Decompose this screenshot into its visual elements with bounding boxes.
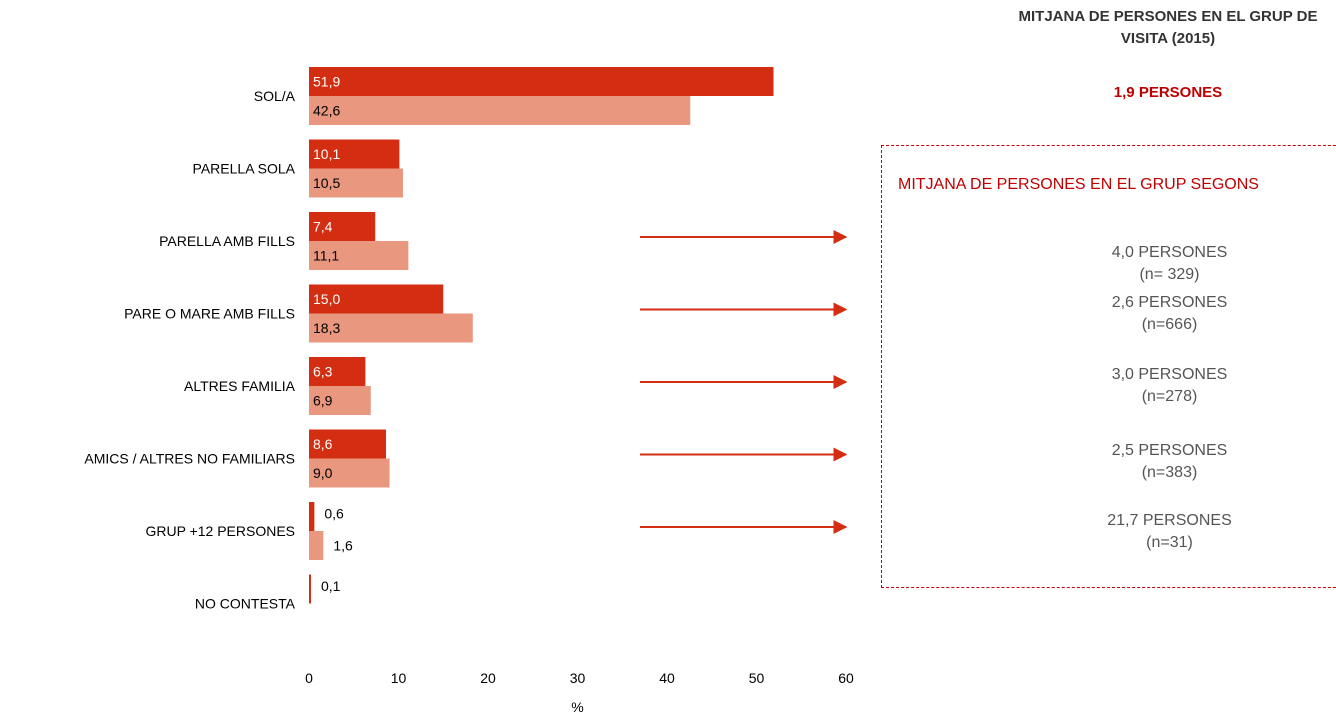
- category-label: PARELLA SOLA: [193, 161, 296, 177]
- data-label: 42,6: [313, 103, 340, 119]
- bar: [309, 531, 324, 560]
- category-label: PARELLA AMB FILLS: [159, 233, 295, 249]
- data-label: 10,1: [313, 146, 340, 162]
- category-label: SOL/A: [254, 88, 296, 104]
- category-label: NO CONTESTA: [195, 596, 296, 612]
- bar: [309, 67, 774, 96]
- group-average-box: MITJANA DE PERSONES EN EL GRUP SEGONS 4,…: [881, 145, 1336, 588]
- bar: [309, 284, 444, 314]
- data-label: 7,4: [313, 219, 333, 235]
- group-box-title: MITJANA DE PERSONES EN EL GRUP SEGONS: [898, 176, 1259, 193]
- data-label: 18,3: [313, 320, 340, 336]
- chart-title: MITJANA DE PERSONES EN EL GRUP DE VISITA…: [1018, 8, 1318, 47]
- group-average-value: 4,0 PERSONES: [1111, 244, 1228, 261]
- data-label: 1,6: [333, 538, 353, 554]
- group-average-item: 4,0 PERSONES (n= 329): [1082, 242, 1257, 286]
- group-average-item: 2,5 PERSONES (n=383): [1082, 440, 1257, 484]
- data-label: 6,9: [313, 393, 333, 409]
- bar: [309, 386, 371, 415]
- data-label: 11,1: [313, 248, 339, 264]
- bar: [309, 458, 390, 488]
- group-average-item: 21,7 PERSONES (n=31): [1082, 510, 1257, 554]
- group-average-count: (n=383): [1141, 464, 1198, 481]
- group-average-count: (n= 329): [1139, 266, 1200, 283]
- x-tick-label: 10: [391, 670, 407, 686]
- bar: [309, 574, 311, 604]
- data-label: 9,0: [313, 465, 333, 481]
- bar: [309, 502, 315, 531]
- overall-average: 1,9 PERSONES: [1113, 84, 1223, 101]
- data-label: 51,9: [313, 74, 340, 90]
- x-tick-label: 50: [749, 670, 765, 686]
- bar: [309, 139, 400, 169]
- x-tick-label: 20: [480, 670, 496, 686]
- group-average-value: 2,6 PERSONES: [1111, 294, 1228, 311]
- group-average-count: (n=31): [1146, 534, 1193, 551]
- bar: [309, 357, 366, 386]
- data-label: 0,1: [321, 578, 341, 594]
- group-average-value: 3,0 PERSONES: [1111, 366, 1228, 383]
- group-average-item: 2,6 PERSONES (n=666): [1082, 292, 1257, 336]
- data-label: 8,6: [313, 436, 333, 452]
- x-tick-label: 60: [838, 670, 854, 686]
- bar: [309, 168, 403, 198]
- data-label: 6,3: [313, 364, 333, 380]
- group-average-count: (n=666): [1141, 316, 1198, 333]
- bar: [309, 313, 473, 343]
- data-label: 0,6: [324, 506, 344, 522]
- bar: [309, 429, 386, 459]
- data-label: 15,0: [313, 291, 340, 307]
- category-label: ALTRES FAMILIA: [184, 378, 296, 394]
- bar: [309, 96, 691, 125]
- data-label: 10,5: [313, 175, 340, 191]
- x-tick-label: 40: [659, 670, 675, 686]
- group-average-item: 3,0 PERSONES (n=278): [1082, 364, 1257, 408]
- group-average-value: 21,7 PERSONES: [1107, 512, 1232, 529]
- bar: [309, 241, 409, 270]
- category-label: PARE O MARE AMB FILLS: [124, 306, 295, 322]
- x-axis-label: %: [571, 699, 583, 713]
- bar: [309, 212, 376, 241]
- x-tick-label: 0: [305, 670, 313, 686]
- category-label: GRUP +12 PERSONES: [145, 523, 295, 539]
- x-tick-label: 30: [570, 670, 586, 686]
- group-average-count: (n=278): [1141, 388, 1198, 405]
- category-label: AMICS / ALTRES NO FAMILIARS: [84, 451, 295, 467]
- group-average-value: 2,5 PERSONES: [1111, 442, 1228, 459]
